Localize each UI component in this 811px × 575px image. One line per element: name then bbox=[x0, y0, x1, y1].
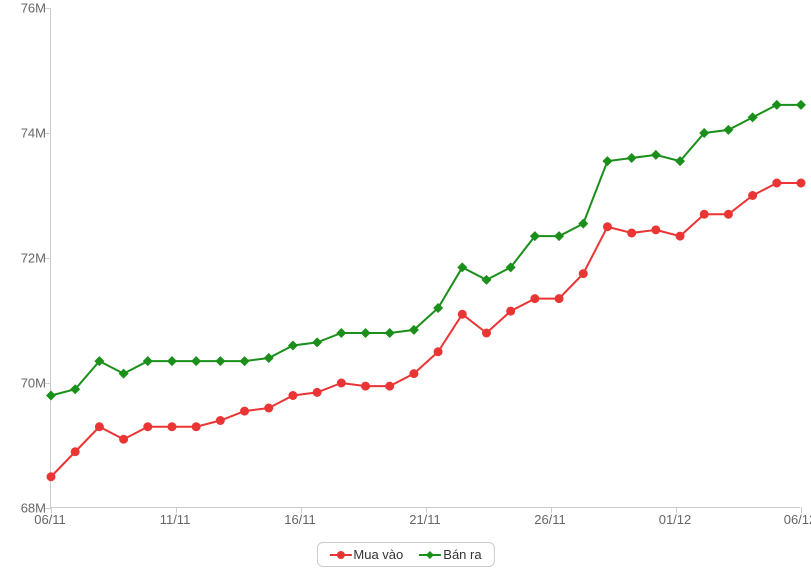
marker-mua_vao[interactable] bbox=[385, 382, 394, 391]
marker-mua_vao[interactable] bbox=[458, 310, 467, 319]
x-axis-label: 06/12 bbox=[784, 512, 811, 527]
marker-mua_vao[interactable] bbox=[47, 472, 56, 481]
marker-ban_ra[interactable] bbox=[578, 219, 588, 229]
marker-mua_vao[interactable] bbox=[288, 391, 297, 400]
legend-item-mua-vao[interactable]: Mua vào bbox=[329, 547, 403, 562]
marker-ban_ra[interactable] bbox=[554, 231, 564, 241]
marker-mua_vao[interactable] bbox=[700, 210, 709, 219]
marker-ban_ra[interactable] bbox=[336, 328, 346, 338]
legend-swatch-ban-ra bbox=[419, 548, 441, 562]
marker-ban_ra[interactable] bbox=[167, 356, 177, 366]
marker-mua_vao[interactable] bbox=[530, 294, 539, 303]
marker-ban_ra[interactable] bbox=[748, 112, 758, 122]
marker-mua_vao[interactable] bbox=[119, 435, 128, 444]
marker-mua_vao[interactable] bbox=[95, 422, 104, 431]
marker-mua_vao[interactable] bbox=[313, 388, 322, 397]
marker-mua_vao[interactable] bbox=[579, 269, 588, 278]
marker-mua_vao[interactable] bbox=[240, 407, 249, 416]
marker-mua_vao[interactable] bbox=[264, 404, 273, 413]
series-line-ban_ra bbox=[51, 105, 801, 396]
marker-mua_vao[interactable] bbox=[748, 191, 757, 200]
y-axis-label: 70M bbox=[21, 376, 46, 391]
marker-mua_vao[interactable] bbox=[603, 222, 612, 231]
x-axis-label: 06/11 bbox=[34, 512, 66, 527]
gold-price-chart: Mua vào Bán ra 68M70M72M74M76M06/1111/11… bbox=[0, 0, 811, 575]
legend-item-ban-ra[interactable]: Bán ra bbox=[419, 547, 481, 562]
marker-ban_ra[interactable] bbox=[46, 391, 56, 401]
marker-ban_ra[interactable] bbox=[215, 356, 225, 366]
marker-mua_vao[interactable] bbox=[724, 210, 733, 219]
y-axis-label: 72M bbox=[21, 251, 46, 266]
y-axis-label: 76M bbox=[21, 1, 46, 16]
marker-mua_vao[interactable] bbox=[167, 422, 176, 431]
marker-ban_ra[interactable] bbox=[119, 369, 129, 379]
marker-mua_vao[interactable] bbox=[337, 379, 346, 388]
legend-label-ban-ra: Bán ra bbox=[443, 547, 481, 562]
x-axis-label: 21/11 bbox=[409, 512, 441, 527]
marker-mua_vao[interactable] bbox=[409, 369, 418, 378]
x-axis-label: 16/11 bbox=[284, 512, 316, 527]
legend-swatch-mua-vao bbox=[329, 548, 351, 562]
marker-mua_vao[interactable] bbox=[216, 416, 225, 425]
marker-mua_vao[interactable] bbox=[627, 229, 636, 238]
marker-ban_ra[interactable] bbox=[457, 262, 467, 272]
marker-ban_ra[interactable] bbox=[143, 356, 153, 366]
legend: Mua vào Bán ra bbox=[316, 542, 494, 567]
marker-ban_ra[interactable] bbox=[385, 328, 395, 338]
legend-label-mua-vao: Mua vào bbox=[353, 547, 403, 562]
marker-mua_vao[interactable] bbox=[71, 447, 80, 456]
marker-mua_vao[interactable] bbox=[434, 347, 443, 356]
marker-ban_ra[interactable] bbox=[481, 275, 491, 285]
marker-mua_vao[interactable] bbox=[651, 225, 660, 234]
marker-ban_ra[interactable] bbox=[651, 150, 661, 160]
marker-mua_vao[interactable] bbox=[361, 382, 370, 391]
marker-mua_vao[interactable] bbox=[797, 179, 806, 188]
chart-svg bbox=[51, 8, 800, 507]
marker-ban_ra[interactable] bbox=[312, 337, 322, 347]
marker-ban_ra[interactable] bbox=[602, 156, 612, 166]
marker-mua_vao[interactable] bbox=[676, 232, 685, 241]
marker-ban_ra[interactable] bbox=[772, 100, 782, 110]
marker-ban_ra[interactable] bbox=[240, 356, 250, 366]
marker-ban_ra[interactable] bbox=[264, 353, 274, 363]
marker-mua_vao[interactable] bbox=[555, 294, 564, 303]
marker-ban_ra[interactable] bbox=[627, 153, 637, 163]
marker-ban_ra[interactable] bbox=[288, 341, 298, 351]
y-axis-label: 74M bbox=[21, 126, 46, 141]
marker-ban_ra[interactable] bbox=[796, 100, 806, 110]
x-axis-label: 11/11 bbox=[160, 512, 191, 527]
plot-area bbox=[50, 8, 800, 508]
marker-ban_ra[interactable] bbox=[361, 328, 371, 338]
series-line-mua_vao bbox=[51, 183, 801, 477]
x-axis-label: 01/12 bbox=[659, 512, 692, 527]
marker-mua_vao[interactable] bbox=[482, 329, 491, 338]
marker-ban_ra[interactable] bbox=[191, 356, 201, 366]
marker-ban_ra[interactable] bbox=[723, 125, 733, 135]
marker-mua_vao[interactable] bbox=[772, 179, 781, 188]
x-axis-label: 26/11 bbox=[534, 512, 566, 527]
marker-mua_vao[interactable] bbox=[506, 307, 515, 316]
marker-mua_vao[interactable] bbox=[143, 422, 152, 431]
marker-mua_vao[interactable] bbox=[192, 422, 201, 431]
